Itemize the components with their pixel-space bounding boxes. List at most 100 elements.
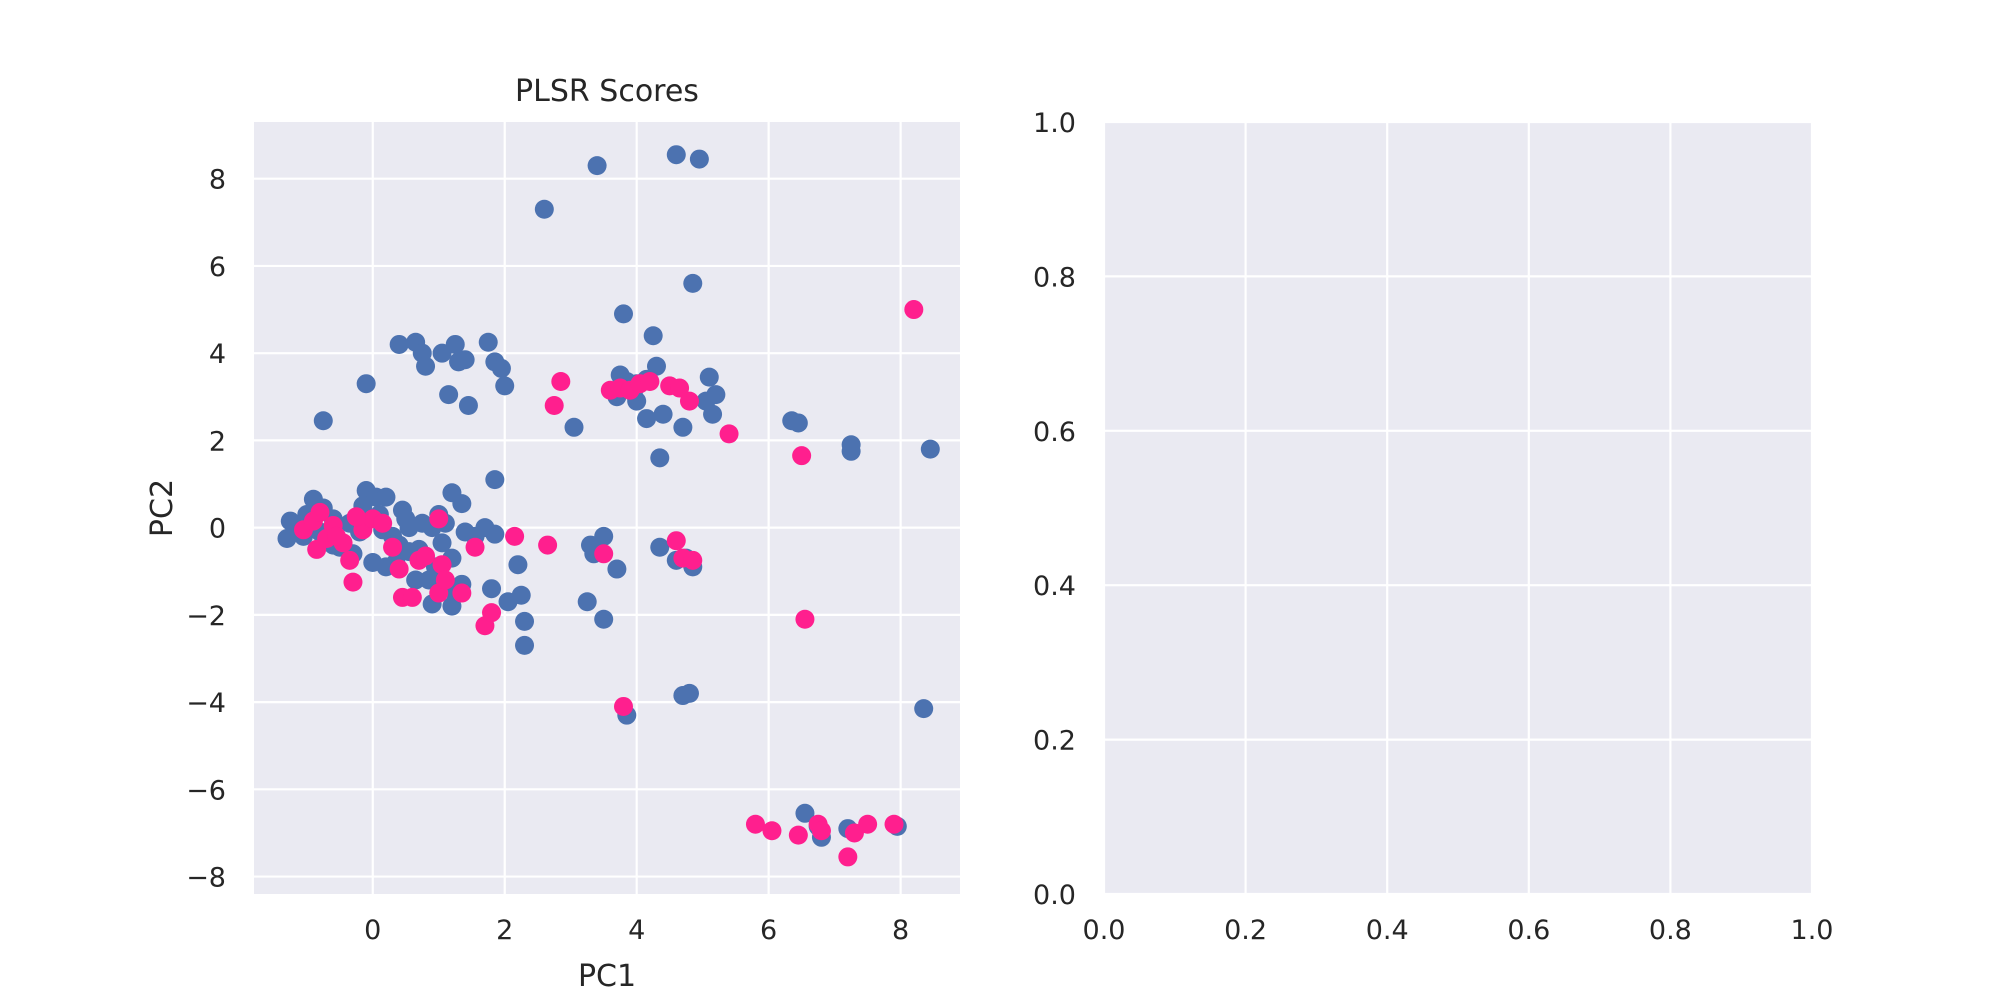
blue-score-point bbox=[455, 350, 475, 370]
blue-score-point bbox=[788, 413, 808, 433]
empty-y-tick-label: 0.8 bbox=[1033, 262, 1076, 293]
blue-score-point bbox=[637, 409, 657, 429]
empty-axes: 0.0 0.2 0.4 0.6 0.8 1.0 0.0 0.2 0.4 0.6 0.8 1.0 bbox=[1033, 108, 1833, 946]
blue-score-point bbox=[495, 376, 515, 396]
empty-y-tick-label: 0.6 bbox=[1033, 417, 1076, 448]
pink-score-point bbox=[307, 539, 327, 559]
plsr-x-tick-label: 2 bbox=[496, 915, 513, 946]
plsr-y-tick-label: 6 bbox=[209, 252, 226, 283]
plsr-y-tick-label: 2 bbox=[209, 426, 226, 457]
blue-score-point bbox=[485, 524, 505, 544]
blue-score-point bbox=[914, 699, 934, 719]
pink-score-point bbox=[795, 609, 815, 629]
empty-x-tick-label: 0.8 bbox=[1649, 915, 1692, 946]
blue-score-point bbox=[841, 435, 861, 455]
plsr-y-tick-label: −2 bbox=[186, 601, 226, 632]
empty-x-tick-labels: 0.0 0.2 0.4 0.6 0.8 1.0 bbox=[1083, 915, 1834, 946]
plsr-x-axis-label: PC1 bbox=[578, 959, 636, 994]
pink-score-point bbox=[745, 814, 765, 834]
blue-score-point bbox=[594, 526, 614, 546]
blue-score-point bbox=[455, 522, 475, 542]
pink-score-point bbox=[402, 587, 422, 607]
blue-score-point bbox=[653, 404, 673, 424]
pink-score-point bbox=[788, 825, 808, 845]
pink-score-point bbox=[452, 583, 472, 603]
pink-score-point bbox=[683, 550, 703, 570]
pink-score-point bbox=[613, 696, 633, 716]
blue-score-point bbox=[706, 385, 726, 405]
pink-score-point bbox=[389, 559, 409, 579]
blue-score-point bbox=[594, 609, 614, 629]
empty-y-tick-label: 0.2 bbox=[1033, 726, 1076, 757]
pink-score-point bbox=[343, 572, 363, 592]
pink-score-point bbox=[904, 300, 924, 320]
blue-score-point bbox=[673, 417, 693, 437]
blue-score-point bbox=[613, 304, 633, 324]
blue-score-point bbox=[396, 509, 416, 529]
blue-score-point bbox=[689, 149, 709, 169]
empty-x-tick-label: 0.2 bbox=[1224, 915, 1267, 946]
blue-score-point bbox=[482, 579, 502, 599]
blue-score-point bbox=[699, 367, 719, 387]
pink-score-point bbox=[884, 814, 904, 834]
blue-score-point bbox=[534, 199, 554, 219]
pink-score-point bbox=[551, 372, 571, 392]
blue-score-point bbox=[313, 411, 333, 431]
pink-score-point bbox=[432, 555, 452, 575]
blue-score-point bbox=[445, 334, 465, 354]
empty-y-tick-labels: 0.0 0.2 0.4 0.6 0.8 1.0 bbox=[1033, 108, 1076, 911]
blue-score-point bbox=[511, 585, 531, 605]
empty-y-tick-label: 0.4 bbox=[1033, 571, 1076, 602]
pink-score-point bbox=[858, 814, 878, 834]
pink-score-point bbox=[594, 544, 614, 564]
pink-score-point bbox=[326, 526, 346, 546]
plsr-y-tick-labels: −8 −6 −4 −2 0 2 4 6 8 bbox=[186, 165, 226, 894]
blue-score-point bbox=[920, 439, 940, 459]
blue-score-point bbox=[650, 537, 670, 557]
pink-score-point bbox=[340, 550, 360, 570]
blue-score-point bbox=[508, 555, 528, 575]
blue-score-point bbox=[679, 683, 699, 703]
blue-score-point bbox=[458, 396, 478, 416]
blue-score-point bbox=[564, 417, 584, 437]
blue-score-point bbox=[478, 332, 498, 352]
blue-score-point bbox=[646, 356, 666, 376]
blue-score-point bbox=[643, 326, 663, 346]
pink-score-point bbox=[679, 391, 699, 411]
blue-score-point bbox=[363, 553, 383, 573]
pink-score-point bbox=[310, 502, 330, 522]
plsr-y-tick-label: 8 bbox=[209, 165, 226, 196]
plsr-x-tick-labels: 0 2 4 6 8 bbox=[364, 915, 909, 946]
empty-x-tick-label: 0.4 bbox=[1366, 915, 1409, 946]
blue-score-point bbox=[491, 358, 511, 378]
blue-score-point bbox=[416, 356, 436, 376]
blue-score-point bbox=[795, 803, 815, 823]
blue-score-point bbox=[356, 374, 376, 394]
pink-score-point bbox=[762, 821, 782, 841]
blue-score-point bbox=[587, 156, 607, 176]
plsr-y-tick-label: 4 bbox=[209, 339, 226, 370]
pink-score-point bbox=[640, 372, 660, 392]
blue-score-point bbox=[485, 470, 505, 490]
pink-score-point bbox=[792, 446, 812, 466]
blue-score-point bbox=[389, 334, 409, 354]
plsr-score-points bbox=[277, 145, 940, 867]
pink-score-point bbox=[838, 847, 858, 867]
pink-score-point bbox=[482, 603, 502, 623]
plsr-chart-title: PLSR Scores bbox=[515, 74, 699, 109]
pink-score-point bbox=[429, 509, 449, 529]
pink-score-point bbox=[465, 537, 485, 557]
plsr-y-tick-label: −8 bbox=[186, 863, 226, 894]
plsr-y-axis-label: PC2 bbox=[145, 479, 180, 537]
pink-score-point bbox=[505, 526, 525, 546]
pink-score-point bbox=[670, 378, 690, 398]
blue-score-point bbox=[577, 592, 597, 612]
plsr-y-tick-label: 0 bbox=[209, 514, 226, 545]
empty-x-tick-label: 0.6 bbox=[1507, 915, 1550, 946]
pink-score-point bbox=[383, 537, 403, 557]
empty-x-tick-label: 1.0 bbox=[1791, 915, 1834, 946]
plsr-y-tick-label: −4 bbox=[186, 688, 226, 719]
blue-score-point bbox=[376, 487, 396, 507]
empty-x-tick-label: 0.0 bbox=[1083, 915, 1126, 946]
